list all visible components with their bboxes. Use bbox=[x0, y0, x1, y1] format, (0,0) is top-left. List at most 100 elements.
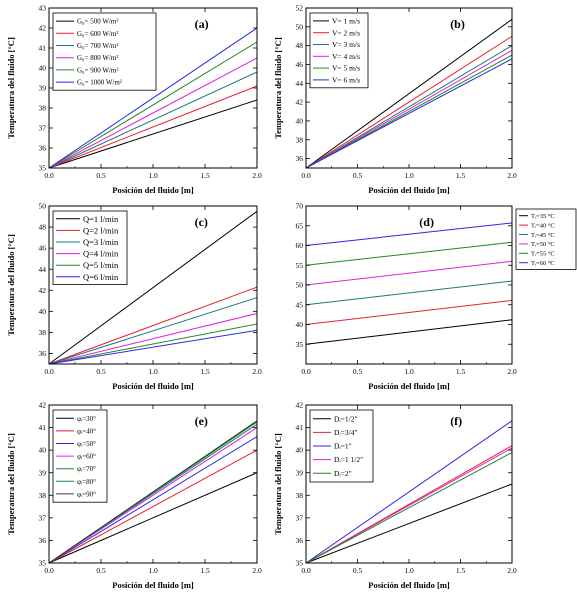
y-tick-label: 40 bbox=[296, 446, 304, 455]
y-tick-label: 43 bbox=[39, 4, 47, 13]
legend-entry-5: φᵢ=80° bbox=[77, 478, 96, 486]
legend-entry-0: φᵢ=30° bbox=[77, 415, 96, 423]
x-tick-label: 1.0 bbox=[148, 171, 158, 180]
y-tick-label: 55 bbox=[296, 261, 304, 270]
y-tick-label: 60 bbox=[296, 241, 304, 250]
series-line-5 bbox=[48, 329, 258, 365]
x-axis-label: Posición del fluido [m] bbox=[112, 381, 194, 391]
y-axis-label: Temperatura del fluido [°C] bbox=[273, 433, 283, 535]
series-line-0 bbox=[305, 18, 513, 169]
legend-entry-5: V= 6 m/s bbox=[332, 76, 360, 85]
x-tick-label: 0.0 bbox=[44, 367, 54, 376]
legend-entry-3: Dᵢ=1 1/2" bbox=[334, 455, 363, 464]
y-tick-label: 46 bbox=[296, 60, 304, 69]
legend-box bbox=[52, 210, 128, 285]
chart-panel-3: 0.0 0.5 1.0 1.5 2.0 35 40 45 50 55 60 65 70 Posición … bbox=[296, 202, 577, 391]
series-line-2 bbox=[48, 297, 258, 365]
x-tick-label: 0.0 bbox=[44, 171, 54, 180]
y-tick-label: 38 bbox=[39, 491, 47, 500]
x-tick-label: 1.0 bbox=[148, 566, 158, 575]
series-line-5 bbox=[305, 58, 513, 169]
x-tick-label: 1.0 bbox=[404, 566, 414, 575]
y-tick-label: 41 bbox=[296, 423, 304, 432]
series-line-0 bbox=[48, 99, 258, 169]
series-line-1 bbox=[48, 286, 258, 365]
series-line-0 bbox=[305, 319, 513, 345]
x-tick-label: 1.5 bbox=[456, 367, 466, 376]
legend-entry-3: φᵢ=60° bbox=[77, 453, 96, 461]
y-tick-label: 38 bbox=[296, 135, 304, 144]
y-tick-label: 40 bbox=[39, 446, 47, 455]
legend: Dᵢ=1/2" Dᵢ=3/4" Dᵢ=1" Dᵢ=1 1/2" Dᵢ=2" bbox=[309, 409, 374, 483]
x-tick-label: 2.0 bbox=[507, 367, 517, 376]
x-tick-label: 0.5 bbox=[96, 171, 106, 180]
legend-entry-6: φᵢ=90° bbox=[77, 490, 96, 498]
legend-entry-3: Tᵢ=50 °C bbox=[531, 241, 555, 248]
series-line-2 bbox=[305, 45, 513, 169]
x-tick-label: 2.0 bbox=[252, 367, 262, 376]
y-tick-label: 37 bbox=[39, 124, 47, 133]
series-line-2 bbox=[48, 436, 258, 564]
y-tick-label: 38 bbox=[39, 328, 47, 337]
series-line-3 bbox=[48, 57, 258, 169]
y-tick-label: 36 bbox=[296, 154, 304, 163]
x-axis-label: Posición del fluido [m] bbox=[368, 580, 450, 590]
panel-label: (c) bbox=[195, 215, 208, 229]
legend-entry-0: Q=1 l/min bbox=[83, 214, 119, 224]
legend-entry-0: V= 1 m/s bbox=[332, 17, 360, 26]
legend-entry-2: Tᵢ=45 °C bbox=[531, 232, 555, 239]
series-line-4 bbox=[48, 323, 258, 365]
legend-entry-1: φᵢ=40° bbox=[77, 427, 96, 435]
legend-entry-1: Dᵢ=3/4" bbox=[334, 428, 358, 437]
legend-entry-1: G₀= 600 W/m² bbox=[77, 30, 118, 38]
legend-entry-4: G₀= 900 W/m² bbox=[77, 66, 118, 74]
x-tick-label: 1.5 bbox=[200, 367, 210, 376]
y-tick-label: 39 bbox=[296, 468, 304, 477]
legend-entry-2: Dᵢ=1" bbox=[334, 442, 352, 451]
y-tick-label: 36 bbox=[296, 536, 304, 545]
chart-panel-1: 0.0 0.5 1.0 1.5 2.0 36 38 40 42 44 46 48 50 52 Posició… bbox=[273, 4, 517, 195]
x-tick-label: 1.5 bbox=[456, 171, 466, 180]
legend-entry-1: Q=2 l/min bbox=[83, 225, 119, 235]
legend-entry-2: Q=3 l/min bbox=[83, 237, 119, 247]
y-tick-label: 46 bbox=[39, 244, 47, 253]
y-tick-label: 50 bbox=[39, 202, 47, 211]
series-line-4 bbox=[305, 241, 513, 266]
y-tick-label: 50 bbox=[296, 22, 304, 31]
panel-label: (e) bbox=[195, 414, 208, 428]
x-tick-label: 2.0 bbox=[507, 566, 517, 575]
legend: G₀= 500 W/m² G₀= 600 W/m² G₀= 700 W/m² G₀= … bbox=[52, 12, 157, 91]
y-axis-label: Temperatura del fluido [°C] bbox=[6, 433, 16, 535]
y-tick-label: 35 bbox=[39, 164, 47, 173]
series-line-2 bbox=[48, 71, 258, 169]
x-tick-label: 0.0 bbox=[301, 367, 311, 376]
series-line-1 bbox=[48, 85, 258, 169]
legend-entry-4: V= 5 m/s bbox=[332, 64, 360, 73]
y-tick-label: 65 bbox=[296, 221, 304, 230]
y-tick-label: 38 bbox=[39, 104, 47, 113]
x-tick-label: 1.0 bbox=[404, 367, 414, 376]
y-tick-label: 44 bbox=[39, 265, 47, 274]
chart-panel-4: 0.0 0.5 1.0 1.5 2.0 35 36 37 38 39 40 41 42 Posición … bbox=[6, 401, 262, 590]
legend-entry-2: V= 3 m/s bbox=[332, 40, 360, 49]
y-tick-label: 37 bbox=[39, 513, 47, 522]
series-line-4 bbox=[305, 451, 513, 564]
chart-panel-2: 0.0 0.5 1.0 1.5 2.0 36 38 40 42 44 46 48 50 Posición … bbox=[6, 202, 262, 391]
legend-entry-1: Tᵢ=40 °C bbox=[531, 222, 555, 229]
series-line-1 bbox=[305, 299, 513, 325]
series-line-3 bbox=[305, 260, 513, 286]
y-tick-label: 40 bbox=[296, 117, 304, 126]
y-tick-label: 39 bbox=[39, 468, 47, 477]
y-tick-label: 42 bbox=[296, 401, 304, 410]
legend-entry-1: V= 2 m/s bbox=[332, 28, 360, 37]
series-line-5 bbox=[48, 27, 258, 169]
series-line-0 bbox=[305, 483, 513, 564]
y-tick-label: 41 bbox=[39, 423, 47, 432]
x-tick-label: 0.5 bbox=[353, 171, 363, 180]
series-line-2 bbox=[305, 280, 513, 306]
legend-entry-0: Tᵢ=35 °C bbox=[531, 213, 555, 220]
x-tick-label: 2.0 bbox=[507, 171, 517, 180]
legend: Tᵢ=35 °C Tᵢ=40 °C Tᵢ=45 °C Tᵢ=50 °C Tᵢ=55 °C… bbox=[515, 208, 577, 270]
y-tick-label: 44 bbox=[296, 79, 304, 88]
